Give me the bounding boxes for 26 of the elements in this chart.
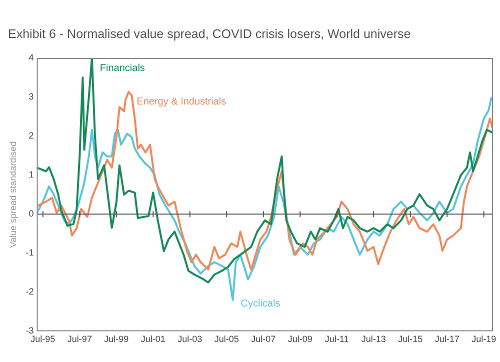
x-tick-label: Jul-15	[398, 334, 423, 344]
series-label: Cyclicals	[240, 298, 280, 310]
x-tick-label: Jul-01	[140, 334, 166, 344]
x-tick-label: Jul-97	[67, 334, 92, 344]
x-tick-label: Jul-09	[288, 334, 312, 344]
x-tick-label: Jul-95	[30, 334, 56, 344]
x-tick-label: Jul-19	[472, 334, 496, 344]
y-tick-label: -2	[26, 286, 34, 297]
y-tick-label: -3	[26, 326, 34, 336]
x-tick-label: Jul-03	[178, 334, 202, 344]
x-tick-label: Jul-07	[251, 334, 276, 344]
y-axis-title: Value spread standardised	[8, 141, 18, 248]
chart-title: Exhibit 6 - Normalised value spread, COVID crisis losers, World universe	[8, 27, 411, 41]
y-tick-label: 4	[28, 52, 34, 62]
series-label: Energy & Industrials	[136, 96, 226, 108]
y-tick-label: 3	[28, 92, 34, 102]
y-tick-label: 2	[28, 130, 34, 141]
x-tick-label: Jul-05	[214, 334, 239, 344]
y-tick-label: -1	[26, 248, 34, 258]
x-tick-label: Jul-99	[104, 334, 129, 344]
y-tick-label: 0	[28, 208, 34, 219]
x-tick-label: Jul-11	[324, 334, 349, 344]
y-tick-label: 1	[28, 170, 34, 180]
series-label: Financials	[100, 62, 145, 74]
x-tick-label: Jul-13	[361, 334, 386, 344]
x-tick-label: Jul-17	[434, 334, 460, 344]
